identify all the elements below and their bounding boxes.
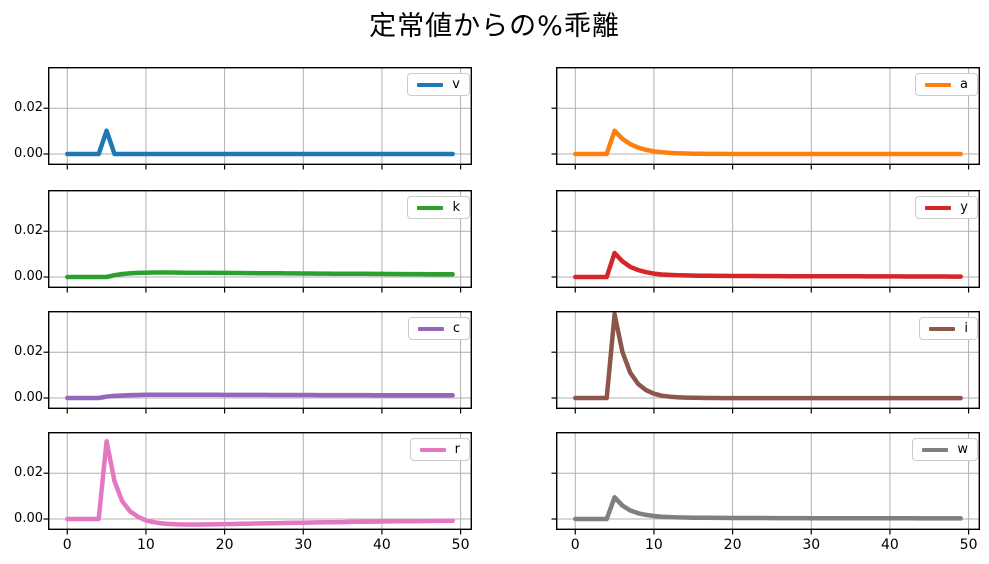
axes-spines <box>555 189 981 288</box>
y-tick-label: 0.02 <box>14 344 43 360</box>
y-tick-label: 0.00 <box>14 390 43 405</box>
subplot-y: y <box>551 189 981 293</box>
plot-area-y <box>551 189 981 293</box>
axes-spines <box>47 66 473 165</box>
legend-v: v <box>407 73 470 96</box>
x-tick-label: 50 <box>959 537 978 553</box>
plot-area-c <box>43 310 473 414</box>
series-line-c <box>65 392 455 401</box>
legend-line-swatch-c <box>417 326 444 331</box>
x-tick-label: 50 <box>451 537 470 553</box>
plot-area-a <box>551 66 981 170</box>
legend-line-swatch-y <box>925 205 952 210</box>
legend-label-y: y <box>960 200 968 215</box>
subplot-w: w <box>551 431 981 535</box>
legend-line-swatch-i <box>929 326 956 331</box>
figure-title: 定常値からの%乖離 <box>369 11 620 42</box>
y-tick-label: 0.02 <box>14 465 43 481</box>
y-tick-label: 0.00 <box>14 269 43 284</box>
plot-area-w <box>551 431 981 535</box>
legend-label-k: k <box>452 200 460 215</box>
legend-label-i: i <box>964 321 968 336</box>
x-tick-label: 20 <box>723 537 742 553</box>
series-line-w <box>573 495 963 522</box>
y-tick-label: 0.00 <box>14 146 43 161</box>
axes-spines <box>555 431 981 530</box>
legend-a: a <box>915 73 978 96</box>
axes-spines <box>47 310 473 409</box>
legend-line-swatch-k <box>417 205 444 210</box>
axes-spines <box>555 310 981 409</box>
subplot-a: a <box>551 66 981 170</box>
plot-area-k <box>43 189 473 293</box>
series-line-i <box>573 312 963 401</box>
series-line-v <box>65 128 455 157</box>
legend-c: c <box>407 317 470 340</box>
legend-label-w: w <box>957 442 968 457</box>
x-tick-label: 30 <box>294 537 313 553</box>
subplot-r: r <box>43 431 473 535</box>
plot-area-r <box>43 431 473 535</box>
x-tick-label: 30 <box>802 537 821 553</box>
series-line-a <box>573 128 963 157</box>
x-tick-label: 20 <box>215 537 234 553</box>
x-tick-label: 10 <box>645 537 663 553</box>
subplot-i: i <box>551 310 981 414</box>
series-line-k <box>65 270 455 280</box>
axes-spines <box>47 189 473 288</box>
legend-w: w <box>912 438 978 461</box>
legend-k: k <box>407 196 470 219</box>
subplot-k: k <box>43 189 473 293</box>
x-tick-label: 40 <box>373 537 391 553</box>
x-tick-label: 10 <box>137 537 155 553</box>
axes-spines <box>555 66 981 165</box>
subplot-c: c <box>43 310 473 414</box>
y-tick-label: 0.02 <box>14 100 43 116</box>
legend-label-v: v <box>452 77 460 92</box>
legend-label-a: a <box>960 77 968 92</box>
legend-label-c: c <box>452 321 460 336</box>
legend-r: r <box>409 438 470 461</box>
legend-line-swatch-a <box>925 82 952 87</box>
axes-spines <box>47 431 473 530</box>
y-tick-label: 0.00 <box>14 511 43 526</box>
legend-line-swatch-w <box>922 447 949 452</box>
x-tick-label: 40 <box>881 537 899 553</box>
legend-line-swatch-v <box>417 82 444 87</box>
x-tick-label: 0 <box>62 537 72 553</box>
series-line-r <box>65 438 455 527</box>
legend-line-swatch-r <box>419 447 446 452</box>
legend-y: y <box>915 196 978 219</box>
series-line-y <box>573 250 963 280</box>
legend-i: i <box>919 317 978 340</box>
subplot-v: v <box>43 66 473 170</box>
y-tick-label: 0.02 <box>14 223 43 239</box>
legend-label-r: r <box>454 442 460 457</box>
x-tick-label: 0 <box>570 537 580 553</box>
plot-area-i <box>551 310 981 414</box>
